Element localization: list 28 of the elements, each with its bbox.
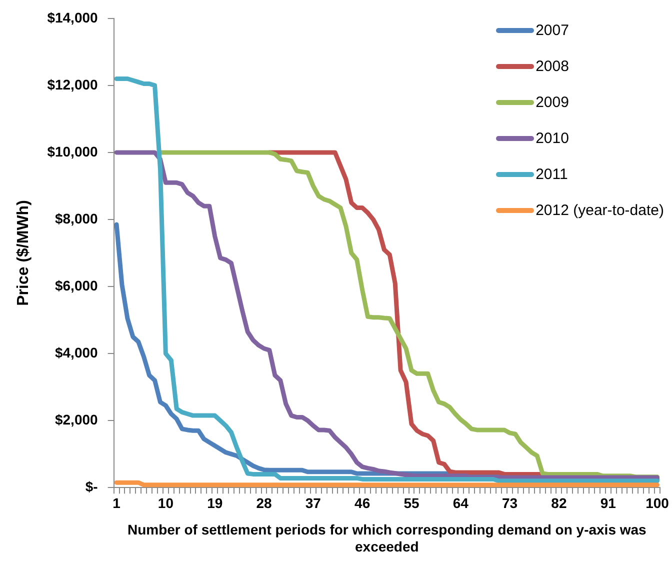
y-tick-label: $4,000 <box>54 344 98 360</box>
x-tick-label: 37 <box>305 494 322 511</box>
x-tick-label: 100 <box>646 494 670 511</box>
y-tick-label: $10,000 <box>47 143 98 160</box>
y-tick-label: $14,000 <box>47 9 98 26</box>
x-tick-label: 46 <box>354 494 370 511</box>
y-axis-title: Price ($/MWh) <box>15 200 32 306</box>
legend-label: 2008 <box>536 58 569 74</box>
legend-label: 2012 (year-to-date) <box>536 202 664 218</box>
y-tick-label: $6,000 <box>54 277 98 294</box>
x-tick-label: 19 <box>207 494 223 511</box>
x-tick-label: 28 <box>256 494 272 511</box>
y-tick-label: $12,000 <box>47 76 98 92</box>
x-axis-title: Number of settlement periods for which corresponding demand on y-axis was exceeded <box>127 522 647 554</box>
x-tick-label: 73 <box>502 494 518 511</box>
x-tick-label: 10 <box>158 494 174 511</box>
legend-label: 2009 <box>536 94 569 110</box>
y-tick-label: $2,000 <box>54 411 98 428</box>
legend-label: 2010 <box>536 130 569 146</box>
x-tick-label: 91 <box>600 494 616 511</box>
y-tick-label: $8,000 <box>54 210 98 226</box>
x-tick-label: 64 <box>452 494 469 511</box>
x-tick-label: 55 <box>404 494 420 511</box>
x-tick-label: 1 <box>112 494 121 511</box>
legend-label: 2011 <box>536 166 568 182</box>
y-tick-label: $- <box>85 478 98 494</box>
legend-label: 2007 <box>536 22 569 38</box>
x-tick-label: 82 <box>551 494 567 511</box>
